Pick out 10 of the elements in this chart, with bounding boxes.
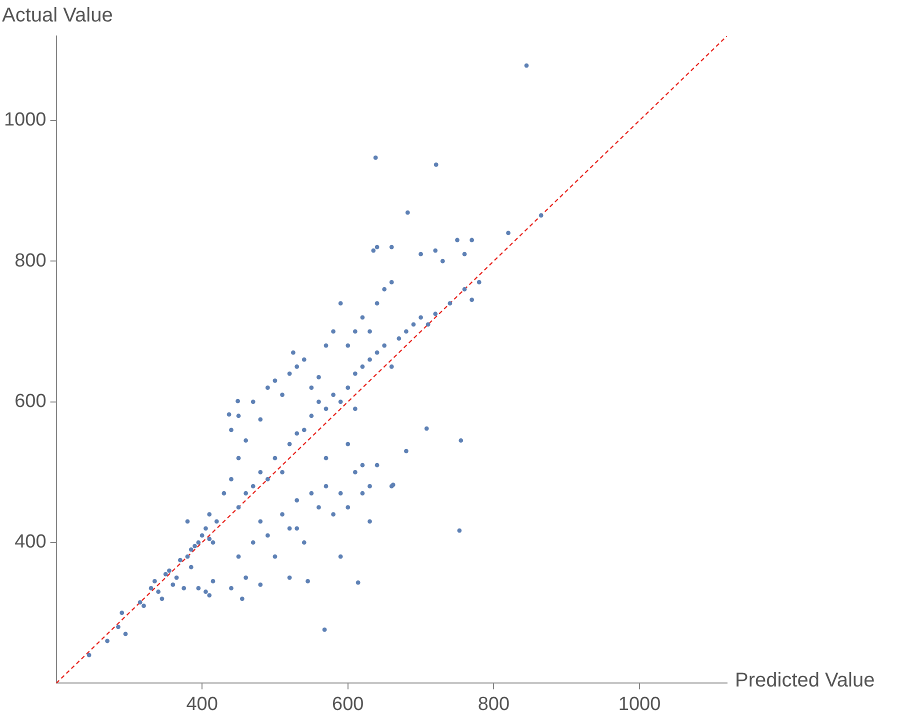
y-tick-label: 1000 <box>4 110 46 131</box>
x-tick-label: 800 <box>478 694 510 715</box>
y-tick-label: 400 <box>14 532 46 553</box>
y-tick-label: 600 <box>14 391 46 412</box>
x-tick-label: 400 <box>186 694 218 715</box>
x-tick-label: 600 <box>332 694 364 715</box>
y-tick-label: 800 <box>14 250 46 272</box>
y-axis-title: Actual Value <box>2 4 113 27</box>
x-tick-label: 1000 <box>618 694 661 715</box>
x-axis-title: Predicted Value <box>735 670 875 692</box>
